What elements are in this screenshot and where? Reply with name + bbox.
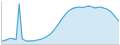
y-axis [1, 2, 2, 45]
chart [0, 0, 120, 45]
x-axis [2, 44, 120, 45]
y-axis-line [1, 2, 2, 45]
line [1, 4, 119, 41]
plot-area [1, 4, 119, 44]
x-axis-line [2, 44, 120, 45]
area [1, 4, 119, 44]
